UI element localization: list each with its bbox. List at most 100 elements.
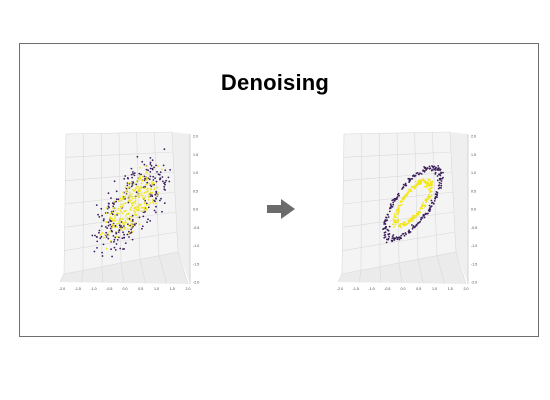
inner-point: [109, 217, 112, 220]
inner-point: [124, 195, 127, 198]
outer-point: [387, 216, 390, 218]
inner-point: [425, 201, 427, 203]
outer-point: [113, 238, 116, 241]
inner-point: [422, 178, 425, 180]
noisy-scatter-svg: 2.0 1.5 1.0 0.5 0.0 -0.5 -1.0 -1.5 -2.0 -2.0 -1.5 -…: [59, 131, 199, 291]
inner-point: [136, 195, 139, 197]
outer-point: [98, 216, 101, 218]
inner-point: [138, 192, 141, 194]
inner-point: [99, 233, 102, 236]
outer-point: [162, 180, 164, 183]
inner-point: [109, 230, 111, 233]
inner-point: [134, 211, 137, 214]
outer-point: [394, 198, 397, 201]
outer-point: [95, 235, 98, 238]
outer-point: [127, 201, 130, 204]
inner-point: [150, 187, 153, 190]
outer-point: [155, 205, 157, 208]
outer-point: [169, 169, 171, 171]
x-tick-label: 1.5: [448, 287, 453, 291]
outer-point: [105, 236, 108, 238]
outer-point: [153, 166, 155, 169]
outer-point: [423, 214, 425, 217]
inner-point: [119, 197, 122, 200]
outer-point: [153, 183, 155, 186]
outer-point: [383, 236, 386, 239]
inner-point: [398, 207, 400, 210]
inner-point: [129, 219, 132, 222]
outer-point: [121, 237, 124, 240]
outer-point: [428, 167, 431, 170]
inner-point: [131, 197, 134, 200]
inner-point: [105, 207, 108, 209]
inner-point: [410, 217, 413, 219]
inner-point: [414, 180, 417, 183]
z-tick-label: 2.0: [471, 135, 476, 139]
inner-point: [155, 202, 157, 205]
inner-point: [138, 178, 141, 181]
inner-point: [111, 220, 114, 222]
outer-point: [156, 171, 158, 173]
outer-point: [146, 221, 148, 223]
z-tick-label: 1.0: [471, 171, 476, 175]
inner-point: [401, 198, 403, 200]
inner-point: [411, 220, 413, 222]
outer-point: [161, 210, 163, 213]
outer-point: [441, 177, 443, 180]
z-tick-label: 1.5: [193, 153, 198, 157]
inner-point: [132, 202, 134, 204]
inner-point: [124, 202, 127, 204]
inner-point: [132, 230, 134, 233]
outer-point: [390, 239, 393, 242]
outer-point: [143, 175, 146, 178]
inner-point: [122, 205, 124, 207]
outer-point: [440, 182, 442, 185]
inner-point: [401, 203, 403, 206]
outer-point: [434, 169, 437, 171]
outer-point: [128, 230, 130, 233]
outer-point: [149, 163, 152, 165]
outer-point: [124, 175, 127, 177]
outer-point: [437, 187, 440, 190]
outer-point: [411, 224, 413, 226]
inner-point: [397, 219, 399, 222]
inner-point: [429, 195, 432, 198]
outer-point: [130, 167, 133, 170]
inner-point: [428, 193, 431, 196]
outer-point: [404, 182, 407, 185]
x-tick-label: 0.5: [416, 287, 421, 291]
inner-point: [429, 182, 432, 185]
inner-point: [394, 223, 397, 226]
inner-point: [424, 204, 427, 207]
outer-point: [111, 230, 113, 233]
outer-point: [439, 178, 441, 181]
inner-point: [122, 198, 124, 201]
inner-point: [143, 191, 146, 194]
inner-point: [145, 204, 148, 206]
outer-point: [160, 197, 162, 200]
outer-point: [155, 164, 157, 167]
outer-point: [117, 231, 120, 233]
inner-point: [426, 196, 429, 198]
inner-point: [128, 232, 130, 235]
outer-point: [114, 236, 117, 239]
inner-point: [156, 194, 159, 196]
outer-point: [388, 235, 390, 238]
outer-point: [384, 220, 386, 223]
inner-point: [410, 190, 413, 193]
outer-point: [429, 206, 432, 208]
outer-point: [111, 213, 114, 216]
inner-point: [126, 188, 129, 191]
inner-point: [397, 205, 400, 207]
inner-point: [125, 190, 127, 193]
z-tick-label: -2.0: [193, 281, 199, 285]
inner-point: [121, 212, 124, 215]
inner-point: [396, 221, 398, 224]
outer-point: [128, 236, 130, 238]
outer-point: [386, 213, 389, 216]
inner-point: [149, 202, 152, 204]
z-tick-label: 0.0: [193, 208, 198, 212]
inner-point: [139, 203, 142, 206]
outer-point: [93, 250, 96, 253]
inner-point: [152, 202, 155, 205]
